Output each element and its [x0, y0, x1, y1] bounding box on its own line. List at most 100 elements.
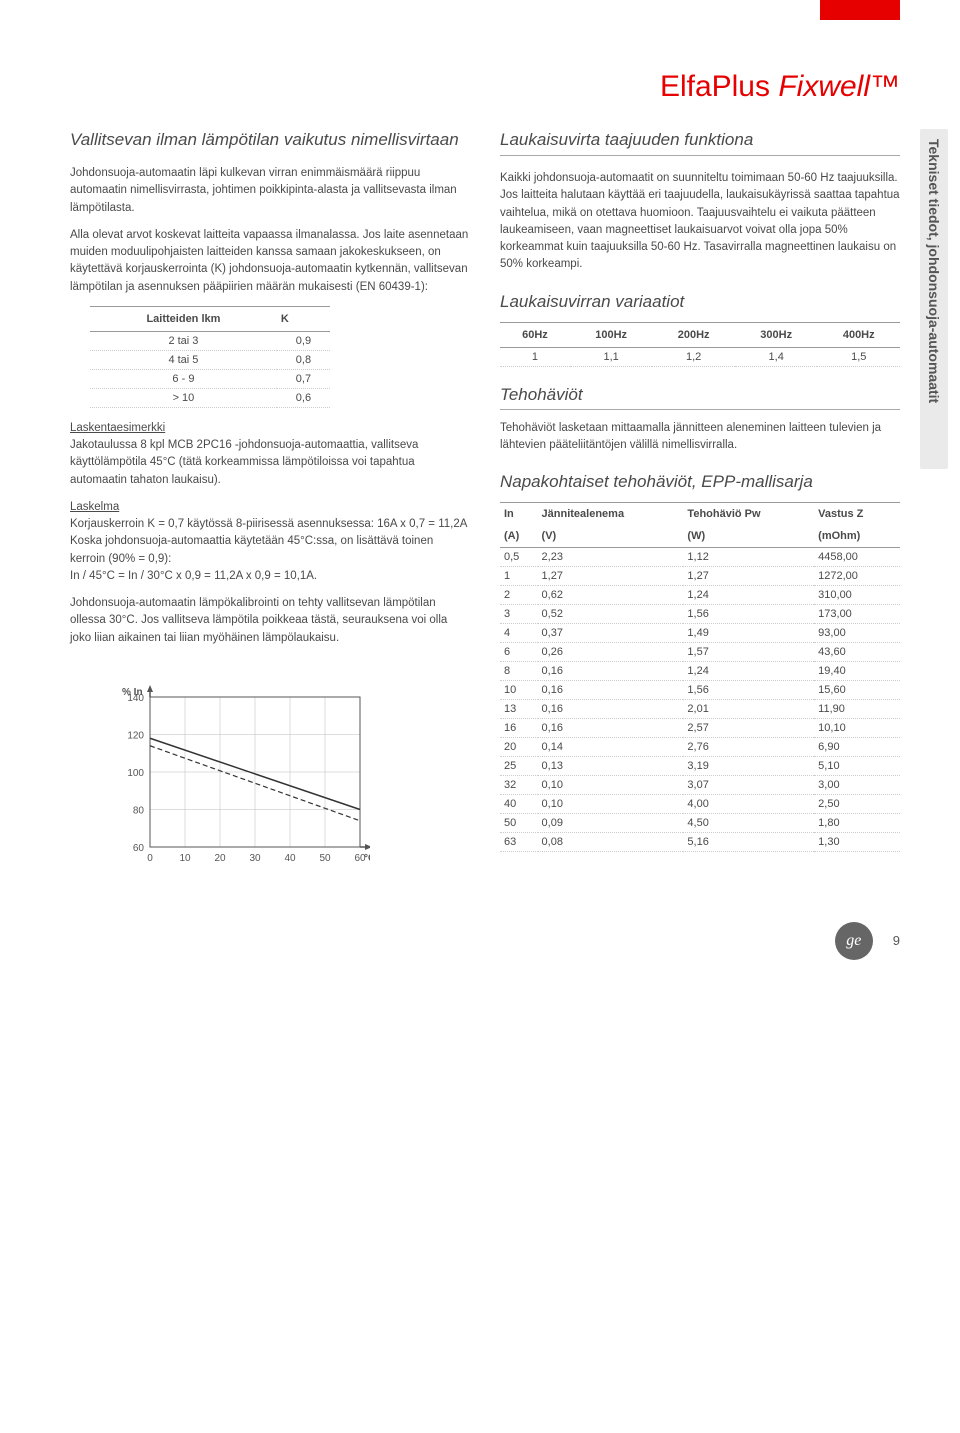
table-epp-cell: 15,60 — [814, 681, 900, 700]
p4b: Koska johdonsuoja-automaattia käytetään … — [70, 535, 433, 564]
table-epp-cell: 63 — [500, 833, 538, 852]
table-freq-cell: 1,5 — [817, 347, 900, 366]
table-freq-cell: 1,4 — [735, 347, 818, 366]
table-freq-header: 60Hz — [500, 322, 570, 347]
chart-svg: 14012010080600102030405060% In°C — [110, 677, 370, 877]
table-epp-cell: 0,5 — [500, 548, 538, 567]
svg-text:°C: °C — [364, 853, 370, 864]
table-freq-header: 200Hz — [652, 322, 735, 347]
svg-text:50: 50 — [319, 853, 331, 864]
table-epp-cell: 11,90 — [814, 700, 900, 719]
table-epp-unit: (mOhm) — [814, 525, 900, 548]
table-epp-header: Tehohäviö Pw — [683, 503, 814, 526]
table-epp-cell: 5,10 — [814, 757, 900, 776]
table-epp-cell: 3,00 — [814, 776, 900, 795]
table-epp-cell: 1,57 — [683, 643, 814, 662]
table-epp-header: In — [500, 503, 538, 526]
table-epp-cell: 1272,00 — [814, 567, 900, 586]
table-epp-cell: 19,40 — [814, 662, 900, 681]
table-freq-header: 300Hz — [735, 322, 818, 347]
table-epp-cell: 0,16 — [538, 681, 684, 700]
table-epp-cell: 0,10 — [538, 776, 684, 795]
table-epp-cell: 173,00 — [814, 605, 900, 624]
accent-bar — [820, 0, 900, 20]
table-epp-cell: 0,14 — [538, 738, 684, 757]
table-epp-cell: 2,50 — [814, 795, 900, 814]
table-epp-cell: 0,16 — [538, 719, 684, 738]
svg-text:120: 120 — [127, 730, 144, 741]
table-epp-cell: 310,00 — [814, 586, 900, 605]
table-k-cell: 4 tai 5 — [90, 350, 277, 369]
page-number: 9 — [893, 933, 900, 948]
table-epp-cell: 0,52 — [538, 605, 684, 624]
table-epp-cell: 4,00 — [683, 795, 814, 814]
right-p1: Kaikki johdonsuoja-automaatit on suunnit… — [500, 170, 900, 274]
table-k-cell: 2 tai 3 — [90, 331, 277, 350]
side-tab: Tekniset tiedot, johdonsuoja-automaatit — [920, 129, 948, 469]
table-epp-cell: 1,56 — [683, 681, 814, 700]
table-k-cell: 0,7 — [277, 369, 330, 388]
right-h3c: Napakohtaiset tehohäviöt, EPP-mallisarja — [500, 472, 900, 492]
table-k-cell: 0,8 — [277, 350, 330, 369]
table-epp-cell: 3,07 — [683, 776, 814, 795]
svg-text:40: 40 — [284, 853, 296, 864]
table-epp-cell: 4,50 — [683, 814, 814, 833]
left-p4: Laskelma Korjauskerroin K = 0,7 käytössä… — [70, 499, 470, 585]
svg-text:20: 20 — [214, 853, 226, 864]
table-k-cell: 0,9 — [277, 331, 330, 350]
table-epp-cell: 1,56 — [683, 605, 814, 624]
table-epp-cell: 1,12 — [683, 548, 814, 567]
table-epp-cell: 2,01 — [683, 700, 814, 719]
right-h2a: Laukaisuvirta taajuuden funktiona — [500, 129, 900, 156]
table-k-cell: 6 - 9 — [90, 369, 277, 388]
p4-label: Laskelma — [70, 501, 119, 513]
table-k-col1: Laitteiden lkm — [90, 306, 277, 331]
right-h3b: Tehohäviöt — [500, 385, 900, 410]
table-freq-header: 400Hz — [817, 322, 900, 347]
footer: ge 9 — [70, 922, 900, 960]
table-epp-cell: 0,37 — [538, 624, 684, 643]
table-freq: 60Hz100Hz200Hz300Hz400Hz 11,11,21,41,5 — [500, 322, 900, 367]
table-freq-header: 100Hz — [570, 322, 653, 347]
table-epp-cell: 6,90 — [814, 738, 900, 757]
left-p2: Alla olevat arvot koskevat laitteita vap… — [70, 227, 470, 296]
table-k: Laitteiden lkm K 2 tai 30,94 tai 50,86 -… — [90, 306, 330, 408]
table-epp-cell: 0,16 — [538, 700, 684, 719]
table-k-cell: 0,6 — [277, 388, 330, 407]
table-epp-cell: 1,27 — [683, 567, 814, 586]
table-epp-cell: 0,62 — [538, 586, 684, 605]
table-epp-cell: 13 — [500, 700, 538, 719]
table-epp: InJännitealenemaTehohäviö PwVastus Z (A)… — [500, 502, 900, 852]
table-epp-cell: 93,00 — [814, 624, 900, 643]
left-p5: Johdonsuoja-automaatin lämpökalibrointi … — [70, 595, 470, 647]
ge-logo-icon: ge — [835, 922, 873, 960]
table-epp-cell: 1,80 — [814, 814, 900, 833]
table-epp-cell: 4 — [500, 624, 538, 643]
table-epp-cell: 32 — [500, 776, 538, 795]
table-epp-cell: 0,08 — [538, 833, 684, 852]
table-epp-cell: 0,09 — [538, 814, 684, 833]
table-epp-cell: 25 — [500, 757, 538, 776]
table-epp-cell: 2,57 — [683, 719, 814, 738]
table-epp-cell: 0,26 — [538, 643, 684, 662]
table-epp-cell: 3 — [500, 605, 538, 624]
table-epp-cell: 1,49 — [683, 624, 814, 643]
temperature-chart: 14012010080600102030405060% In°C — [110, 677, 470, 882]
svg-text:100: 100 — [127, 768, 144, 779]
table-epp-cell: 1,24 — [683, 586, 814, 605]
product-title: ElfaPlus Fixwell™ — [70, 70, 900, 104]
table-epp-cell: 10 — [500, 681, 538, 700]
table-epp-cell: 2,23 — [538, 548, 684, 567]
svg-text:0: 0 — [147, 853, 153, 864]
table-epp-header: Vastus Z — [814, 503, 900, 526]
left-p1: Johdonsuoja-automaatin läpi kulkevan vir… — [70, 165, 470, 217]
table-epp-cell: 40 — [500, 795, 538, 814]
table-epp-cell: 1,24 — [683, 662, 814, 681]
table-freq-cell: 1 — [500, 347, 570, 366]
left-heading: Vallitsevan ilman lämpötilan vaikutus ni… — [70, 129, 470, 151]
table-epp-cell: 8 — [500, 662, 538, 681]
left-p3: Laskentaesimerkki Jakotaulussa 8 kpl MCB… — [70, 420, 470, 489]
table-epp-cell: 5,16 — [683, 833, 814, 852]
table-freq-cell: 1,1 — [570, 347, 653, 366]
table-epp-cell: 0,16 — [538, 662, 684, 681]
